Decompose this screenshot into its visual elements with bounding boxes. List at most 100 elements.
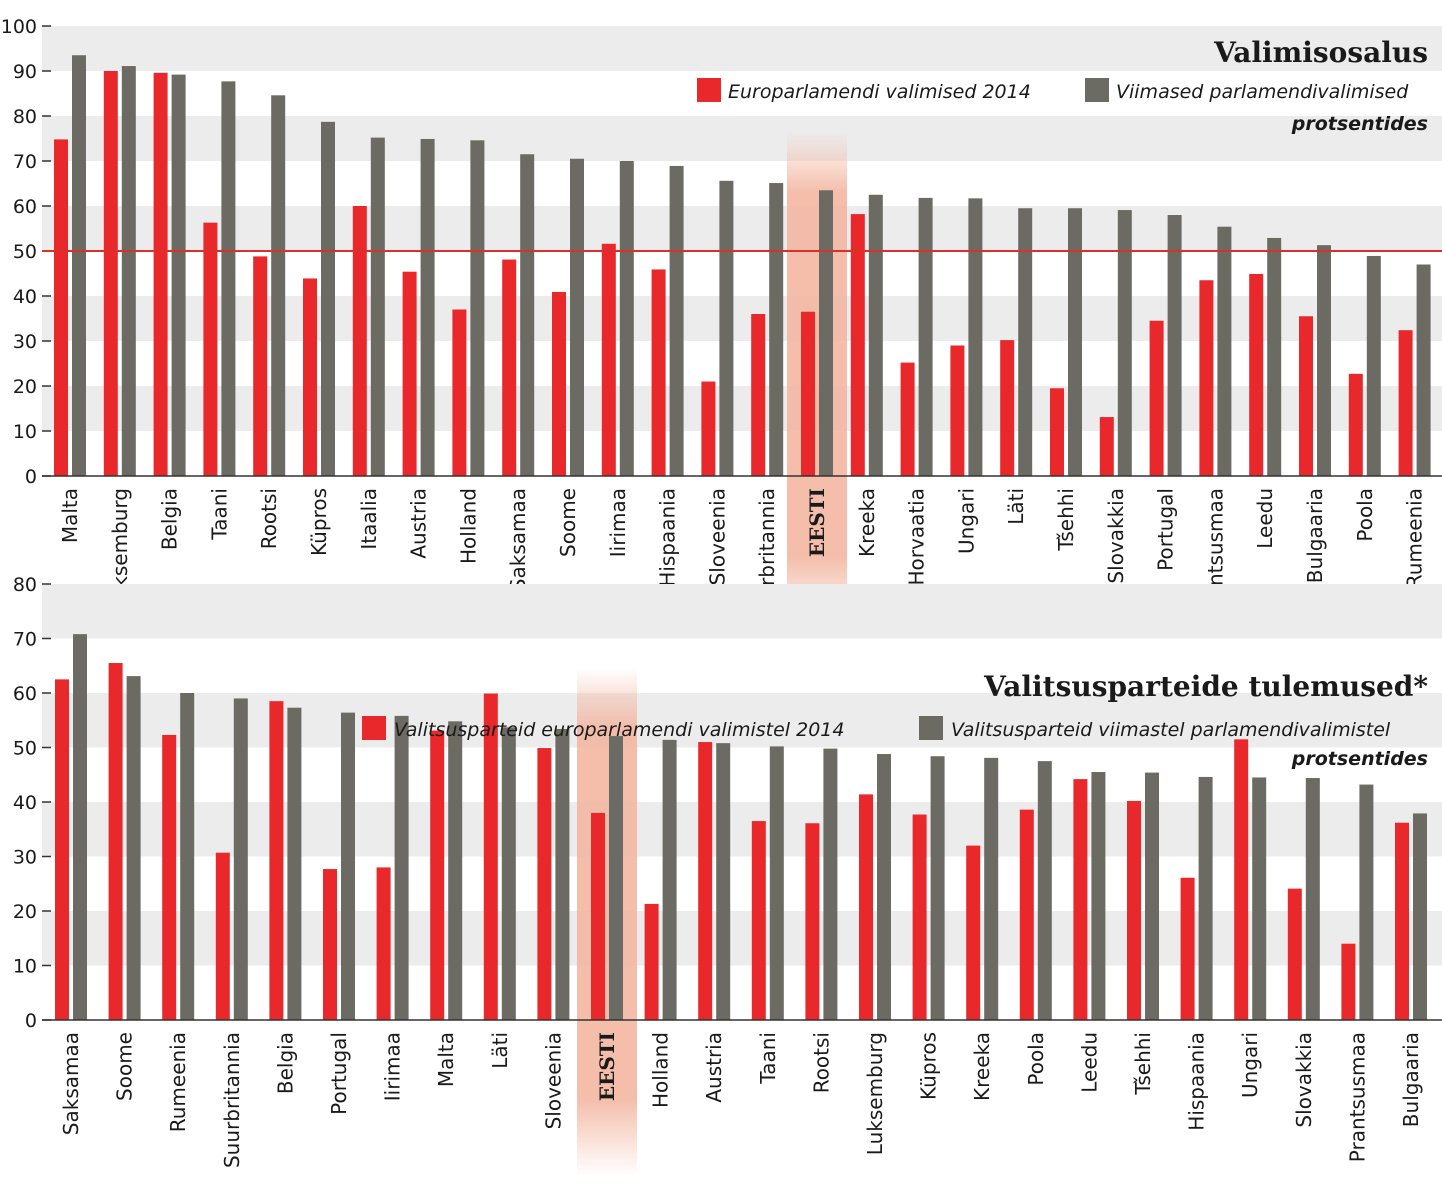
chart2-category-label: Sloveenia xyxy=(541,1032,565,1129)
chart2-bar-küpros-series1 xyxy=(912,814,927,1020)
chart1-bar-prantsusmaa-series2 xyxy=(1217,226,1232,476)
chart2-bar-küpros-series2 xyxy=(930,756,945,1020)
chart1-category-label: Taani xyxy=(207,488,231,541)
chart1-bar-malta-series1 xyxy=(54,139,68,476)
chart1-bar-soome-series2 xyxy=(570,158,584,476)
chart2-bar-prantsusmaa-series1 xyxy=(1341,943,1356,1020)
chart2-bar-belgia-series1 xyxy=(269,701,284,1020)
chart2-bar-taani-series2 xyxy=(769,746,784,1020)
chart2-bar-iirimaa-series2 xyxy=(394,715,409,1020)
chart2-bar-portugal-series1 xyxy=(323,869,337,1020)
chart1-legend-swatch-series2 xyxy=(1085,78,1109,102)
chart2-bar-rootsi-series1 xyxy=(805,823,820,1020)
chart2-category-label: Portugal xyxy=(327,1032,351,1115)
chart2-category-label: Belgia xyxy=(273,1032,297,1094)
chart2-bar-hispaania-series2 xyxy=(1198,776,1213,1020)
chart1-category-label: Küpros xyxy=(307,488,331,556)
chart1-y-tick-label: 20 xyxy=(13,376,37,398)
chart1-bar-horvaatia-series2 xyxy=(918,197,933,476)
chart2-category-label: Ungari xyxy=(1238,1032,1262,1098)
chart1-bar-belgia-series2 xyxy=(171,74,186,476)
chart1-bar-rumeenia-series2 xyxy=(1416,264,1431,476)
chart2-y-tick-label: 80 xyxy=(13,574,37,596)
chart2-bar-holland-series1 xyxy=(644,903,659,1020)
chart1-category-label: Horvaatia xyxy=(905,488,929,586)
chart1-bar-eesti-series1 xyxy=(801,311,815,476)
chart2-bar-slovakkia-series2 xyxy=(1305,778,1320,1020)
chart2-y-tick-label: 0 xyxy=(25,1010,37,1032)
chart1-y-tick-label: 10 xyxy=(13,421,37,443)
chart2-category-label: Taani xyxy=(756,1032,780,1085)
chart2-bar-luksemburg-series2 xyxy=(877,754,891,1020)
chart2-category-label: Rootsi xyxy=(809,1032,833,1093)
chart2-bar-malta-series2 xyxy=(448,721,463,1020)
chart1-category-label: Ungari xyxy=(954,488,978,554)
chart1-bar-eesti-series2 xyxy=(819,190,833,476)
chart1-bar-malta-series2 xyxy=(72,55,86,476)
chart2-category-label: Iirimaa xyxy=(381,1032,405,1101)
chart1-y-tick-label: 100 xyxy=(1,16,37,38)
chart1-category-label: Iirimaa xyxy=(606,488,630,557)
chart1-bar-kreeka-series2 xyxy=(868,194,883,476)
chart2-bar-leedu-series1 xyxy=(1073,779,1088,1020)
chart1-legend-swatch-series1 xyxy=(697,78,721,102)
chart2-category-label: Luksemburg xyxy=(863,1032,887,1155)
chart1-bar-ungari-series1 xyxy=(950,345,965,476)
chart2-bar-soome-series2 xyxy=(126,676,141,1020)
chart1-bar-austria-series2 xyxy=(420,138,435,476)
chart1-category-label: Austria xyxy=(407,488,431,559)
chart1-highlight-eesti xyxy=(787,132,847,632)
chart1-bar-rootsi-series2 xyxy=(271,95,286,477)
chart1-bar-soome-series1 xyxy=(552,291,566,476)
chart1-gridband xyxy=(42,116,1442,161)
chart2-y-tick-label: 20 xyxy=(13,901,37,923)
chart1-category-label: Rootsi xyxy=(257,488,281,549)
chart2-bar-rootsi-series2 xyxy=(823,748,838,1020)
chart1-bar-läti-series2 xyxy=(1018,208,1033,476)
chart2-bar-suurbritannia-series2 xyxy=(233,698,248,1020)
chart1-bar-saksamaa-series1 xyxy=(502,259,517,476)
chart1-y-tick-label: 70 xyxy=(13,151,37,173)
chart1-bar-suurbritannia-series1 xyxy=(751,314,766,476)
chart1-bar-saksamaa-series2 xyxy=(520,154,535,476)
chart1-bar-slovakkia-series2 xyxy=(1117,210,1132,477)
chart2-highlight-eesti xyxy=(577,668,637,1176)
chart2-bar-austria-series2 xyxy=(716,743,731,1020)
chart2-bar-suurbritannia-series1 xyxy=(215,852,230,1020)
chart1-category-label: Soome xyxy=(556,488,580,557)
chart1-bar-läti-series1 xyxy=(1000,340,1015,476)
chart1-category-label: Leedu xyxy=(1253,488,1277,549)
chart1-bar-küpros-series2 xyxy=(321,121,335,476)
chart1-category-label: Kreeka xyxy=(855,488,879,557)
chart2-title: Valitsusparteide tulemused* xyxy=(983,670,1428,703)
chart1-bar-suurbritannia-series2 xyxy=(769,183,784,477)
chart2-category-label: Slovakkia xyxy=(1292,1032,1316,1128)
chart2-legend-swatch-series1 xyxy=(362,716,386,740)
chart1-y-tick-label: 40 xyxy=(13,286,37,308)
chart2-category-label: Saksamaa xyxy=(59,1032,83,1135)
chart1-bar-hispaania-series2 xyxy=(669,165,684,476)
chart2-category-label: EESTI xyxy=(595,1032,619,1101)
chart2-bar-belgia-series2 xyxy=(287,707,302,1020)
chart2-category-label: Tšehhi xyxy=(1131,1032,1155,1096)
chart2-bar-malta-series1 xyxy=(430,730,445,1020)
chart1-bar-iirimaa-series2 xyxy=(619,161,634,476)
chart1-category-label: Hispaania xyxy=(656,488,680,587)
chart1-bar-bulgaaria-series2 xyxy=(1317,245,1331,476)
chart2-bar-portugal-series2 xyxy=(341,712,355,1020)
chart2-bar-austria-series1 xyxy=(698,742,713,1020)
chart2-category-label: Küpros xyxy=(917,1032,941,1100)
chart2-bar-poola-series2 xyxy=(1037,761,1052,1020)
chart1-category-label: Holland xyxy=(456,488,480,564)
chart2-category-label: Hispaania xyxy=(1185,1032,1209,1131)
chart2-bar-sloveenia-series1 xyxy=(537,748,552,1020)
chart2-y-tick-label: 60 xyxy=(13,683,37,705)
chart2-category-label: Poola xyxy=(1024,1032,1048,1086)
chart1-bar-sloveenia-series2 xyxy=(719,180,734,477)
chart2-bar-kreeka-series2 xyxy=(984,757,999,1020)
chart1-category-label: Saksamaa xyxy=(506,488,530,591)
chart2-bar-rumeenia-series1 xyxy=(162,734,177,1020)
chart1-category-label: Rumeenia xyxy=(1403,488,1427,588)
chart2-bar-tšehhi-series1 xyxy=(1127,800,1141,1020)
chart2-bar-leedu-series2 xyxy=(1091,772,1106,1020)
